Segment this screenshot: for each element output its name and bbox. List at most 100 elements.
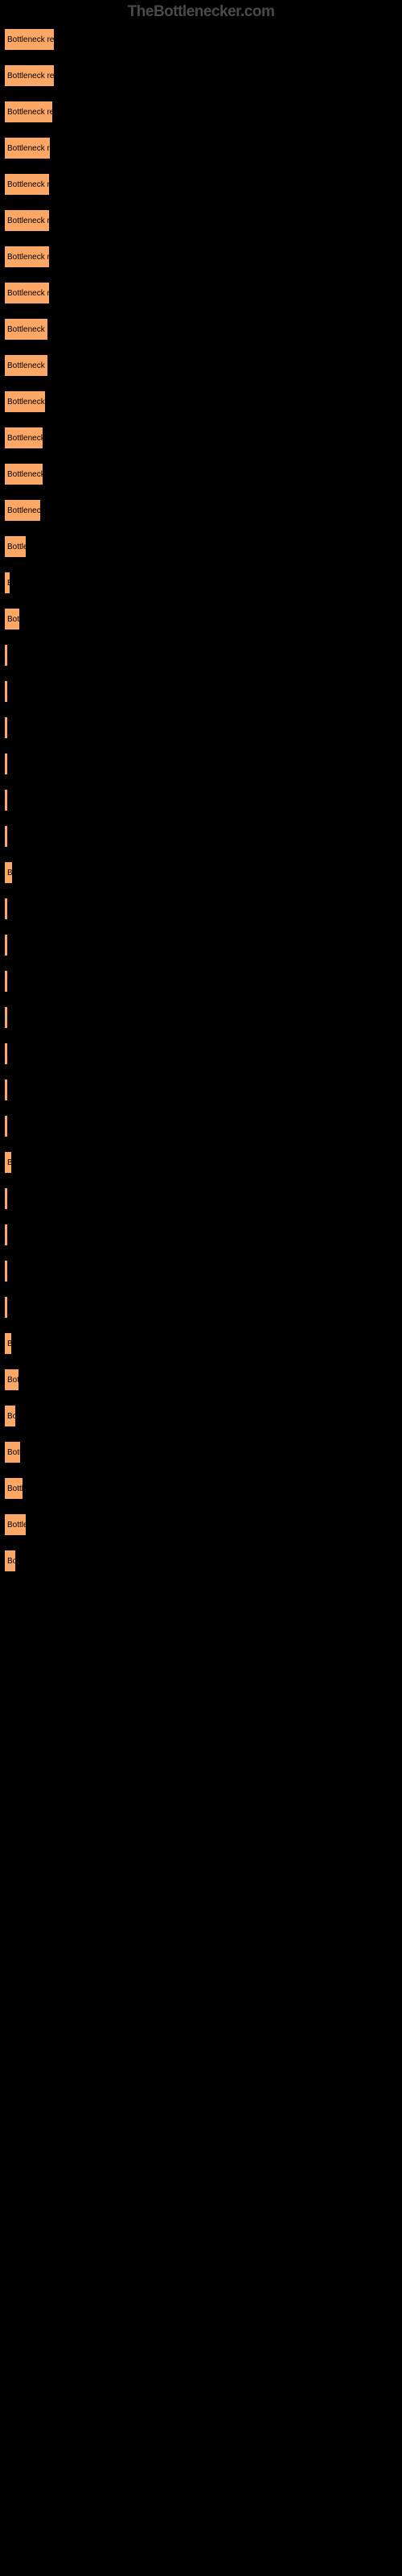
bar (4, 898, 8, 920)
bar-row: Bottleneck result for Intel Core 2 Duo E… (4, 427, 43, 449)
bar: Bottleneck result for Intel Core 2 Duo E… (4, 572, 10, 594)
bar-label: Bottleneck result (7, 1158, 12, 1167)
bar-row (4, 716, 6, 739)
bar (4, 644, 8, 667)
bar-row: Bottleneck result for Intel Core 2 Duo E… (4, 1368, 19, 1391)
bar-row (4, 1260, 6, 1282)
bar-label: Bottleneck result for Intel Core 2 Duo E… (7, 506, 41, 515)
bar-label: Bottleneck result for Intel Core 2 Duo E… (7, 543, 27, 551)
bar: Bottleneck result for Intel Core 2 Duo E… (4, 1368, 19, 1391)
bar-row: Bottleneck result for Intel Core 2 Duo E… (4, 282, 50, 304)
bar-row: Bottleneck result for Intel Core 2 Duo E… (4, 390, 46, 413)
bar: Bottleneck result for Intel Core 2 Duo E… (4, 390, 46, 413)
bar-chart: Bottleneck result for Intel Core 2 Duo E… (0, 20, 402, 2572)
bar (4, 1224, 8, 1246)
bar-row (4, 789, 6, 811)
bar-row (4, 680, 6, 703)
bar: Bottleneck result for Intel Core 2 Duo E… (4, 101, 53, 123)
bar-row (4, 1224, 6, 1246)
bar (4, 970, 8, 993)
bar-row (4, 1006, 6, 1029)
bar-row: Bottleneck result for Intel Core 2 Duo E… (4, 1550, 16, 1572)
bar-row: Bottleneck result for Intel Core 2 Duo E… (4, 1441, 21, 1463)
bar-label: Bottleneck result for Intel Core 2 Duo E… (7, 1521, 27, 1530)
bar: Bottleneck result for Intel Core 2 Duo E… (4, 1550, 16, 1572)
bar: Bottleneck result (4, 1151, 12, 1174)
bar: Bottleneck result for Intel Core 2 Duo E… (4, 463, 43, 485)
bar: Bottleneck result for Intel Core 2 Duo E… (4, 608, 20, 630)
bar: Bottleneck result for Intel Core 2 Duo E… (4, 64, 55, 87)
bar: Bottleneck result for Intel Core 2 Duo E… (4, 137, 51, 159)
bar-row: Bottleneck result for Intel Core 2 Duo E… (4, 572, 10, 594)
bar-row (4, 934, 6, 956)
bar-row (4, 898, 6, 920)
bar-label: Bottleneck result for Intel Core 2 Duo E… (7, 217, 50, 225)
bar: Bottleneck result for Intel Core 2 Duo E… (4, 354, 48, 377)
bar-label: Bottleneck result for Intel Core 2 Duo E… (7, 180, 50, 189)
bar-row: Bottleneck result for Intel Core 2 Duo E… (4, 608, 20, 630)
bar-label: Bottleneck result for Intel Core 2 Duo E… (7, 1557, 16, 1566)
bar: Bottleneck result for Intel Core 2 Duo E… (4, 209, 50, 232)
bar-row: Bottleneck result for Intel Core 2 Duo E… (4, 318, 48, 341)
bar-label: Bottleneck result for Intel Core 2 Duo E… (7, 1376, 19, 1385)
bar-label: Bottleneck result for Intel Core 2 Duo E… (7, 72, 55, 80)
bar: Bottleneck result for Intel Core 2 Duo E… (4, 282, 50, 304)
bar-label: Bottleneck result for Intel Core 2 Duo E… (7, 579, 10, 588)
bar-label: Bottleneck result (7, 1340, 12, 1348)
bar (4, 1006, 8, 1029)
bar (4, 680, 8, 703)
bar: Bottleneck result for Intel Core 2 Duo E… (4, 499, 41, 522)
bar (4, 1115, 8, 1137)
bar: Bottleneck result for Intel Core 2 Duo E… (4, 535, 27, 558)
bar: Bottleneck result for Intel Core 2 Duo E… (4, 861, 13, 884)
bar (4, 789, 8, 811)
bar-row: Bottleneck result for Intel Core 2 Duo E… (4, 535, 27, 558)
bar-label: Bottleneck result for Intel Core 2 Duo E… (7, 108, 53, 117)
bar-row (4, 1042, 6, 1065)
bar-label: Bottleneck result for Intel Core 2 Duo E… (7, 35, 55, 44)
bar-label: Bottleneck result for Intel Core 2 Duo E… (7, 398, 46, 407)
bar-row: Bottleneck result for Intel Core 2 Duo E… (4, 64, 55, 87)
bar-row: Bottleneck result for Intel Core 2 Duo E… (4, 246, 50, 268)
bar (4, 934, 8, 956)
bar-label: Bottleneck result for Intel Core 2 Duo E… (7, 144, 51, 153)
bar-row: Bottleneck result (4, 1151, 12, 1174)
bar-row: Bottleneck result for Intel Core 2 Duo E… (4, 499, 41, 522)
bar-label: Bottleneck result for Intel Core 2 Duo E… (7, 361, 48, 370)
bar-label: Bottleneck result for Intel Core 2 Duo E… (7, 1448, 21, 1457)
bar-label: Bottleneck result for Intel Core 2 Duo E… (7, 434, 43, 443)
bar-label: Bottleneck result for Intel Core 2 Duo E… (7, 325, 48, 334)
bar: Bottleneck result for Intel Core 2 Duo E… (4, 318, 48, 341)
bar-row: Bottleneck result for Intel Core 2 Duo E… (4, 1513, 27, 1536)
bar (4, 1187, 8, 1210)
bar-row: Bottleneck result for Intel Core 2 Duo E… (4, 1405, 16, 1427)
bar-row: Bottleneck result for Intel Core 2 Duo E… (4, 101, 53, 123)
bar-row (4, 1079, 6, 1101)
bar-row (4, 825, 6, 848)
bar-row: Bottleneck result (4, 1332, 12, 1355)
bar-label: Bottleneck result for Intel Core 2 Duo E… (7, 869, 13, 877)
bar (4, 825, 8, 848)
bar: Bottleneck result for Intel Core 2 Duo E… (4, 1405, 16, 1427)
bar (4, 1296, 8, 1319)
bar: Bottleneck result for Intel Core 2 Duo E… (4, 173, 50, 196)
bar-row: Bottleneck result for Intel Core 2 Duo E… (4, 137, 51, 159)
bar (4, 1079, 8, 1101)
bar-label: Bottleneck result for Intel Core 2 Duo E… (7, 615, 20, 624)
bar-label: Bottleneck result for Intel Core 2 Duo E… (7, 1484, 23, 1493)
bar-row: Bottleneck result for Intel Core 2 Duo E… (4, 209, 50, 232)
bar-label: Bottleneck result for Intel Core 2 Duo E… (7, 1412, 16, 1421)
bar-row (4, 970, 6, 993)
bar-row: Bottleneck result for Intel Core 2 Duo E… (4, 1477, 23, 1500)
watermark-text: TheBottlenecker.com (128, 3, 275, 21)
bar: Bottleneck result for Intel Core 2 Duo E… (4, 28, 55, 51)
bar: Bottleneck result for Intel Core 2 Duo E… (4, 1513, 27, 1536)
bar-label: Bottleneck result for Intel Core 2 Duo E… (7, 253, 50, 262)
bar-row (4, 1296, 6, 1319)
bar: Bottleneck result for Intel Core 2 Duo E… (4, 246, 50, 268)
bar (4, 1042, 8, 1065)
bar (4, 716, 8, 739)
bar-row (4, 753, 6, 775)
bar (4, 753, 8, 775)
bar-row (4, 644, 6, 667)
